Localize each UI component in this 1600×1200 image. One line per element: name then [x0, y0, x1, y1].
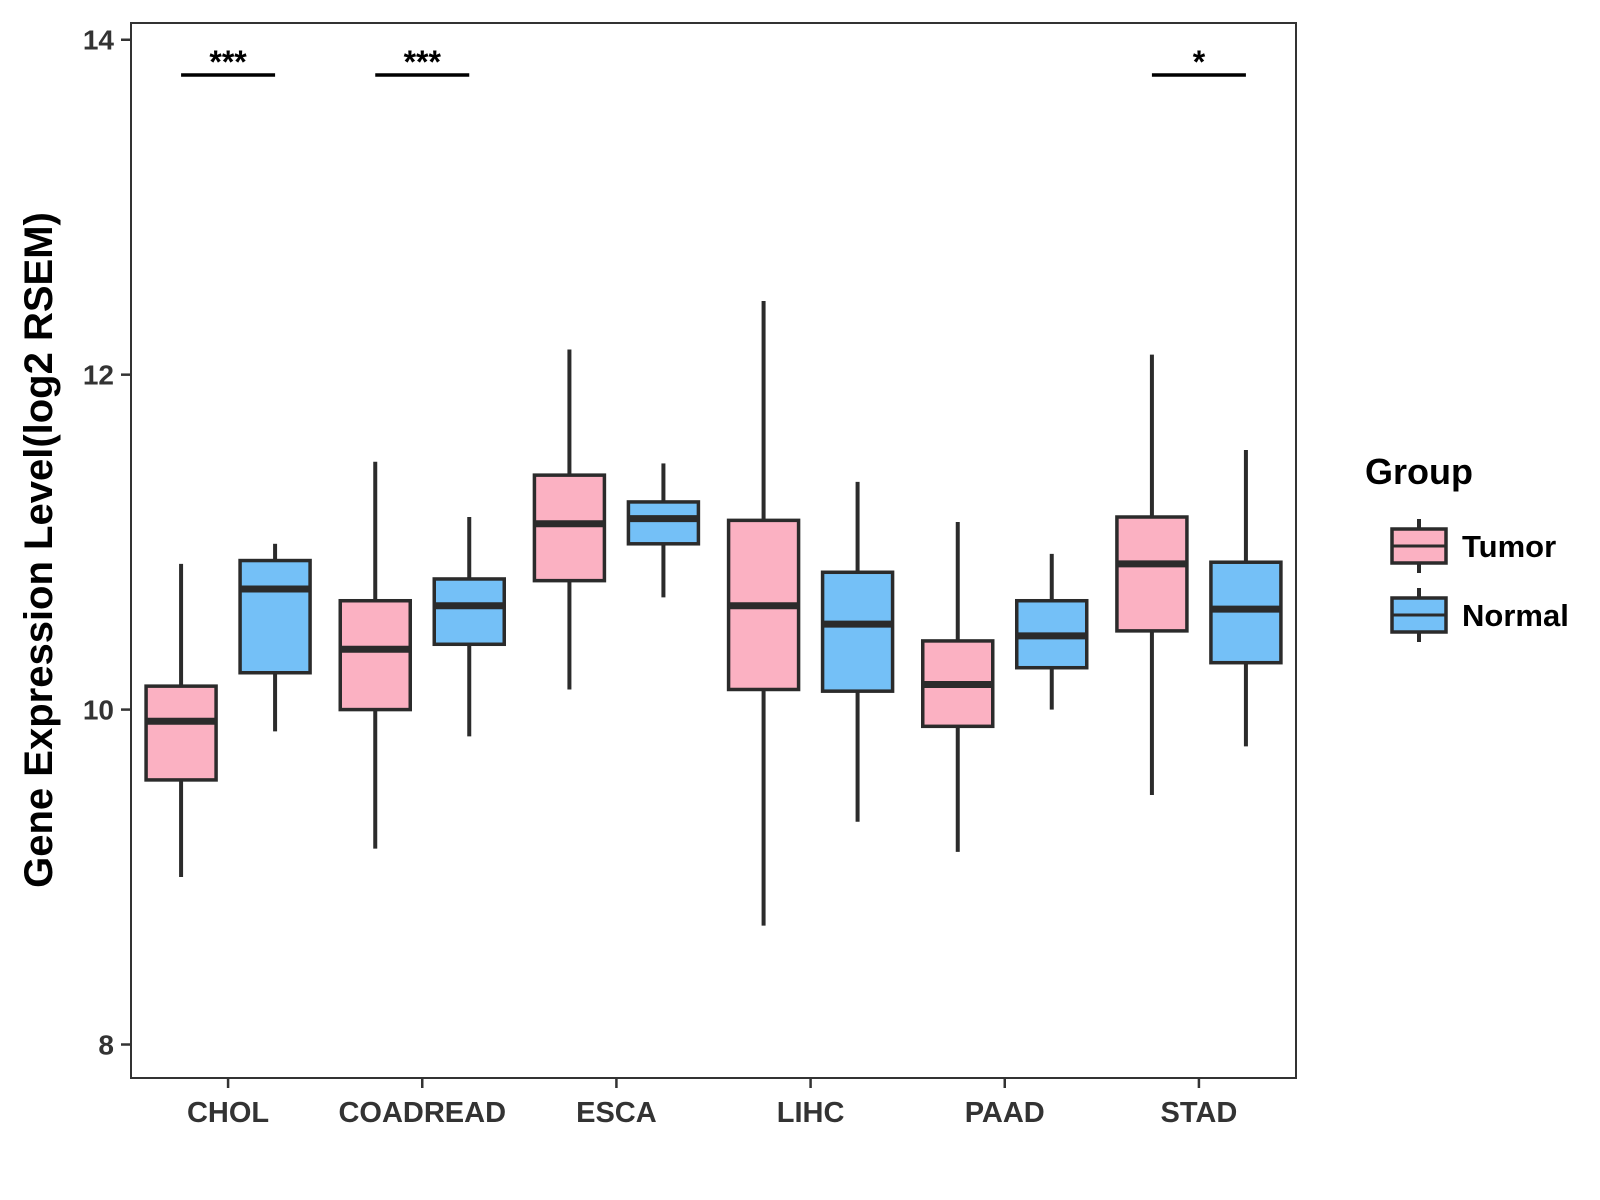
significance-label: *** — [404, 44, 442, 80]
x-tick-label: COADREAD — [338, 1097, 506, 1129]
box-body — [532, 473, 607, 583]
legend-label: Tumor — [1462, 529, 1556, 564]
y-tick-label: 10 — [83, 695, 114, 726]
x-tick-label: ESCA — [576, 1097, 657, 1129]
x-tick-label: CHOL — [187, 1097, 269, 1129]
box-body — [238, 558, 312, 675]
significance-stad: * — [1151, 44, 1246, 80]
box-body — [144, 684, 218, 782]
box-lihc-normal — [820, 481, 895, 822]
box-chol-normal — [238, 543, 312, 732]
x-tick-label: LIHC — [777, 1097, 845, 1129]
box-esca-tumor — [532, 349, 607, 690]
x-axis: CHOL COADREAD ESCA LIHC PAAD STAD — [187, 1078, 1237, 1129]
box-body — [1115, 515, 1189, 633]
x-tick-label: STAD — [1161, 1097, 1238, 1129]
box-paad-tumor — [921, 522, 995, 852]
legend-title: Group — [1365, 451, 1473, 492]
box-body — [626, 500, 701, 546]
box-lihc-tumor — [726, 300, 801, 926]
legend-item-tumor: Tumor — [1390, 519, 1556, 573]
box-body — [820, 570, 895, 693]
x-tick-label: PAAD — [965, 1097, 1045, 1129]
box-coadread-tumor — [338, 461, 412, 849]
plot-border — [130, 22, 1297, 1079]
boxes-layer — [144, 300, 1283, 926]
box-stad-tumor — [1115, 354, 1189, 795]
box-esca-normal — [626, 463, 701, 598]
y-tick-label: 12 — [83, 360, 114, 391]
box-body — [432, 577, 506, 647]
box-chol-tumor — [144, 563, 218, 878]
box-coadread-normal — [432, 517, 506, 737]
y-tick-label: 14 — [83, 25, 115, 56]
box-paad-normal — [1015, 553, 1089, 710]
annotations-layer: *** *** * — [181, 44, 1246, 80]
y-axis: 8 10 12 14 — [83, 25, 131, 1061]
y-axis-title: Gene Expression Level(log2 RSEM) — [17, 212, 61, 888]
significance-chol: *** — [181, 44, 276, 80]
box-body — [338, 598, 412, 712]
legend: Group Tumor Normal — [1365, 451, 1569, 642]
legend-label: Normal — [1462, 598, 1569, 633]
significance-label: * — [1193, 44, 1206, 80]
y-tick-label: 8 — [98, 1030, 114, 1061]
significance-label: *** — [209, 44, 247, 80]
box-stad-normal — [1209, 450, 1283, 747]
plot-background — [131, 23, 1296, 1078]
significance-coadread: *** — [375, 44, 470, 80]
legend-item-normal: Normal — [1390, 588, 1569, 642]
